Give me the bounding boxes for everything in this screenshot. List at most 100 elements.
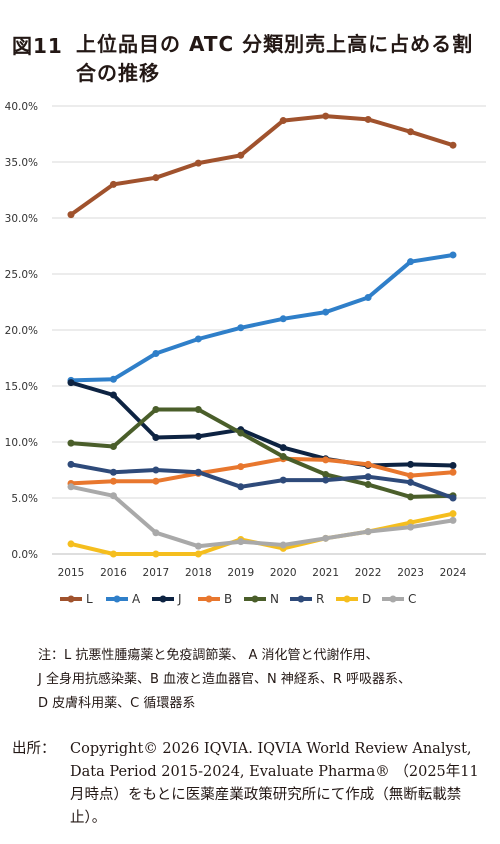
- legend-label: R: [316, 592, 324, 606]
- data-point: [152, 174, 160, 182]
- figure-label: 図11: [12, 34, 63, 58]
- y-tick-label: 35.0%: [5, 157, 38, 169]
- notes: 注：L 抗悪性腫瘍薬と免疫調節薬、 A 消化管と代謝作用、 J 全身用抗感染薬、…: [38, 644, 488, 716]
- data-point: [109, 550, 117, 558]
- legend-marker: [113, 595, 121, 603]
- data-point: [67, 460, 75, 468]
- series-C: [67, 483, 457, 550]
- data-point: [279, 541, 287, 549]
- legend-marker: [251, 595, 259, 603]
- series-line-R: [69, 462, 455, 500]
- series-line-L: [69, 114, 455, 217]
- data-point: [279, 453, 287, 461]
- data-point: [279, 315, 287, 323]
- x-tick-label: 2020: [270, 567, 297, 579]
- legend-label: A: [132, 592, 141, 606]
- legend-item-J: J: [152, 592, 182, 606]
- data-point: [322, 456, 330, 464]
- legend-marker: [343, 595, 351, 603]
- series-line-B: [69, 456, 455, 486]
- legend-marker: [67, 595, 75, 603]
- data-point: [407, 478, 415, 486]
- x-tick-label: 2023: [397, 567, 424, 579]
- data-point: [322, 534, 330, 542]
- legend-item-A: A: [106, 592, 141, 606]
- y-tick-label: 40.0%: [5, 101, 38, 113]
- data-point: [279, 444, 287, 452]
- data-point: [194, 159, 202, 167]
- data-point: [449, 516, 457, 524]
- data-point: [67, 439, 75, 447]
- legend-marker: [389, 595, 397, 603]
- series-lines: [67, 112, 457, 558]
- data-point: [194, 335, 202, 343]
- x-tick-label: 2019: [227, 567, 254, 579]
- y-axis-ticks: 0.0% 5.0% 10.0% 15.0% 20.0% 25.0% 30.0% 35.0% 40…: [5, 101, 38, 561]
- legend-item-C: C: [382, 592, 416, 606]
- data-point: [279, 476, 287, 484]
- legend-label: D: [362, 592, 371, 606]
- data-point: [67, 211, 75, 219]
- data-point: [152, 434, 160, 442]
- series-R: [67, 460, 457, 502]
- data-point: [194, 468, 202, 476]
- data-point: [279, 117, 287, 125]
- data-point: [449, 510, 457, 518]
- data-point: [152, 350, 160, 358]
- data-point: [194, 542, 202, 550]
- data-point: [194, 432, 202, 440]
- data-point: [109, 492, 117, 500]
- data-point: [449, 251, 457, 259]
- data-point: [364, 294, 372, 302]
- y-tick-label: 25.0%: [5, 269, 38, 281]
- data-point: [237, 463, 245, 471]
- data-point: [67, 483, 75, 491]
- source-text: Copyright© 2026 IQVIA. IQVIA World Revie…: [70, 741, 479, 826]
- data-point: [407, 472, 415, 480]
- data-point: [322, 476, 330, 484]
- figure-title: 上位品目の ATC 分類別売上高に占める割合の推移: [76, 32, 474, 85]
- data-point: [407, 493, 415, 501]
- y-tick-label: 20.0%: [5, 325, 38, 337]
- data-point: [407, 258, 415, 266]
- series-line-C: [69, 484, 455, 549]
- data-point: [449, 462, 457, 470]
- series-L: [67, 112, 457, 219]
- x-tick-label: 2018: [185, 567, 212, 579]
- note-line-3: D 皮膚科用薬、C 循環器系: [38, 696, 196, 711]
- series-J: [67, 379, 457, 470]
- data-point: [152, 529, 160, 537]
- x-tick-label: 2015: [58, 567, 85, 579]
- y-tick-label: 15.0%: [5, 381, 38, 393]
- data-point: [407, 460, 415, 468]
- y-tick-label: 30.0%: [5, 213, 38, 225]
- data-point: [109, 477, 117, 485]
- data-point: [109, 180, 117, 188]
- data-point: [322, 470, 330, 478]
- data-point: [152, 466, 160, 474]
- series-line-D: [69, 511, 455, 556]
- data-point: [364, 460, 372, 468]
- y-tick-label: 5.0%: [11, 493, 38, 505]
- note-line-1: 注：L 抗悪性腫瘍薬と免疫調節薬、 A 消化管と代謝作用、: [38, 648, 379, 663]
- series-line-J: [69, 380, 455, 468]
- data-point: [407, 523, 415, 531]
- data-point: [67, 540, 75, 548]
- series-B: [67, 455, 457, 487]
- data-point: [364, 481, 372, 489]
- data-point: [194, 406, 202, 414]
- data-point: [449, 468, 457, 476]
- y-tick-label: 0.0%: [11, 549, 38, 561]
- x-tick-label: 2017: [143, 567, 170, 579]
- legend-label: B: [224, 592, 232, 606]
- x-tick-label: 2024: [440, 567, 467, 579]
- data-point: [364, 473, 372, 481]
- data-point: [237, 151, 245, 159]
- source-label: 出所：: [12, 741, 56, 757]
- data-point: [364, 115, 372, 123]
- data-point: [237, 483, 245, 491]
- data-point: [407, 128, 415, 136]
- series-D: [67, 510, 457, 558]
- legend-label: N: [270, 592, 279, 606]
